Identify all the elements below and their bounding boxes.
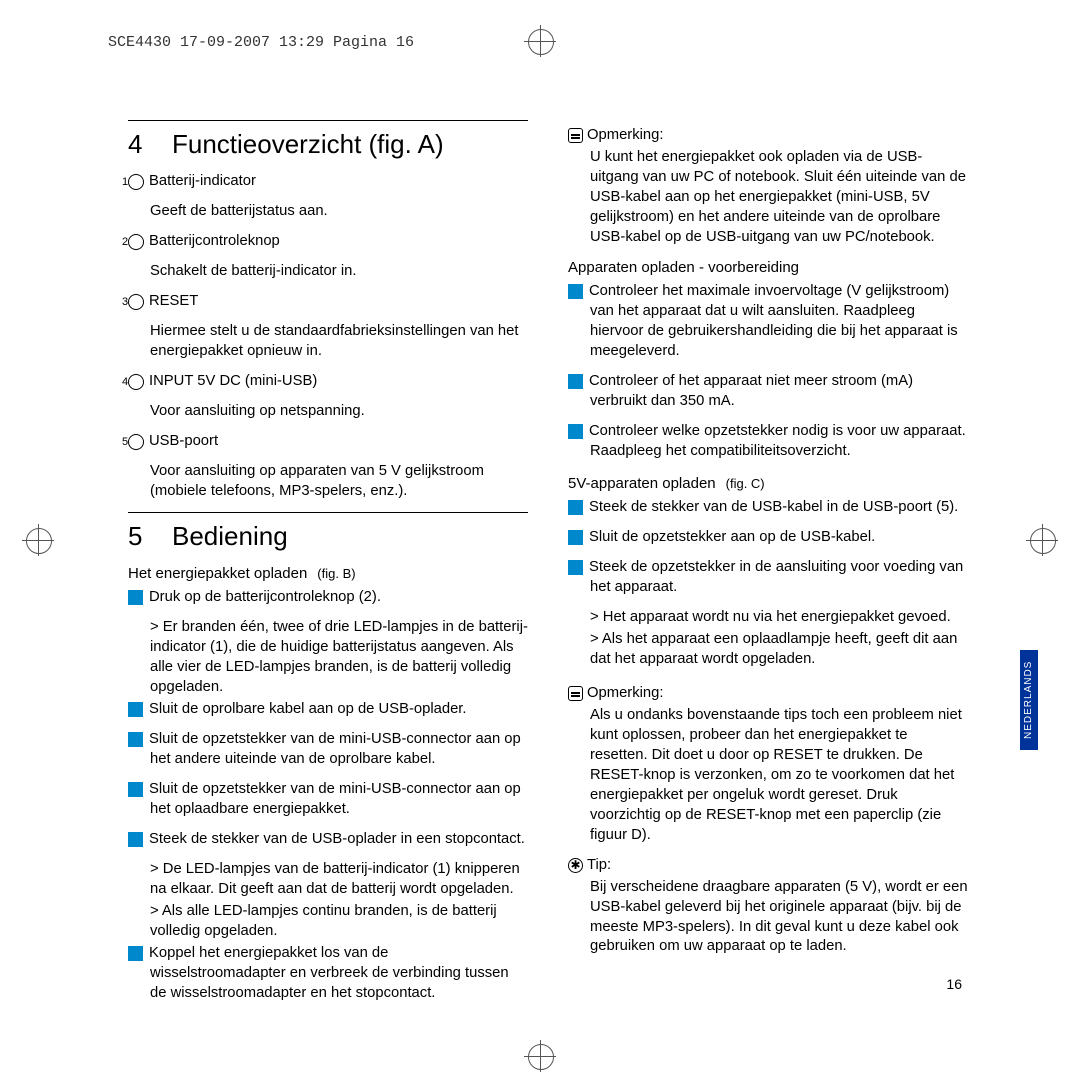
step-b3: 3Sluit de opzetstekker van de mini-USB-c…: [150, 730, 528, 770]
step-b2: 2Sluit de oprolbare kabel aan op de USB-…: [150, 700, 528, 720]
registration-mark-bottom: [524, 1040, 556, 1072]
fiveV-step-3: 3Steek de opzetstekker in de aansluiting…: [590, 558, 968, 598]
note-1-head: Opmerking:: [568, 126, 968, 146]
charge-pack-heading: Het energiepakket opladen(fig. B): [128, 564, 528, 584]
right-column: Opmerking: U kunt het energiepakket ook …: [568, 120, 968, 1014]
tip-head: ✱Tip:: [568, 856, 968, 876]
section-5-title: 5 Bediening: [128, 519, 528, 554]
prep-heading: Apparaten opladen - voorbereiding: [568, 258, 968, 278]
language-tab: NEDERLANDS: [1020, 650, 1038, 750]
note-2-head: Opmerking:: [568, 684, 968, 704]
fiveV-step-2: 2Sluit de opzetstekker aan op de USB-kab…: [590, 528, 968, 548]
fiveV-heading: 5V-apparaten opladen(fig. C): [568, 474, 968, 494]
print-header: SCE4430 17-09-2007 13:29 Pagina 16: [108, 34, 414, 51]
step-b4: 4Sluit de opzetstekker van de mini-USB-c…: [150, 780, 528, 820]
func-item-5: 5USB-poort: [150, 432, 528, 452]
section-4-title: 4 Functieoverzicht (fig. A): [128, 127, 528, 162]
step-b5: 5Steek de stekker van de USB-oplader in …: [150, 830, 528, 850]
func-item-2: 2Batterijcontroleknop: [150, 232, 528, 252]
note-icon: [568, 128, 583, 143]
func-item-1: 1Batterij-indicator: [150, 172, 528, 192]
page-number: 16: [946, 976, 962, 992]
func-item-4: 4INPUT 5V DC (mini-USB): [150, 372, 528, 392]
prep-step-1: 1Controleer het maximale invoervoltage (…: [590, 282, 968, 362]
prep-step-3: 3Controleer welke opzetstekker nodig is …: [590, 422, 968, 462]
page-content: 4 Functieoverzicht (fig. A) 1Batterij-in…: [128, 120, 968, 1014]
left-column: 4 Functieoverzicht (fig. A) 1Batterij-in…: [128, 120, 528, 1014]
fiveV-step-1: 1Steek de stekker van de USB-kabel in de…: [590, 498, 968, 518]
prep-step-2: 2Controleer of het apparaat niet meer st…: [590, 372, 968, 412]
registration-mark-left: [22, 524, 54, 556]
registration-mark-top: [524, 25, 556, 57]
step-b6: 6Koppel het energiepakket los van de wis…: [150, 944, 528, 1004]
func-item-3: 3RESET: [150, 292, 528, 312]
registration-mark-right: [1026, 524, 1058, 556]
note-icon: [568, 686, 583, 701]
step-b1: 1Druk op de batterijcontroleknop (2).: [150, 588, 528, 608]
tip-icon: ✱: [568, 858, 583, 873]
